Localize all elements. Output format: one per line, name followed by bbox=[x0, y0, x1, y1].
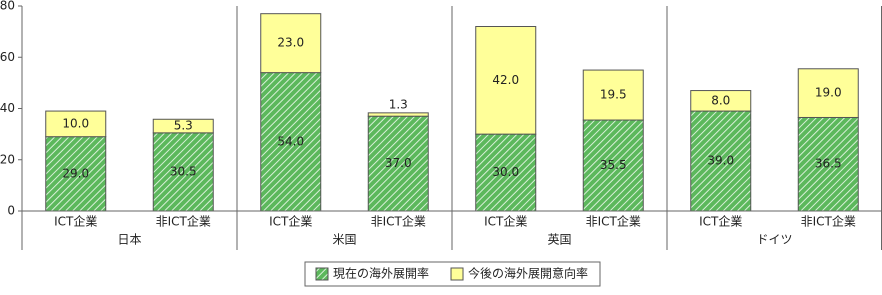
legend-label: 今後の海外展開意向率 bbox=[468, 266, 588, 281]
x-tick-label: 非ICT企業 bbox=[801, 214, 856, 229]
legend-swatch bbox=[315, 267, 329, 281]
data-label: 5.3 bbox=[174, 119, 193, 133]
data-label: 35.5 bbox=[600, 158, 627, 172]
data-label: 19.0 bbox=[815, 86, 842, 100]
data-label: 19.5 bbox=[600, 88, 627, 102]
bar-segment bbox=[260, 13, 322, 74]
legend-swatch bbox=[450, 267, 464, 281]
data-label: 29.0 bbox=[62, 166, 89, 180]
bar-segment bbox=[690, 110, 752, 212]
y-tick-label: 80 bbox=[0, 0, 15, 13]
data-label: 8.0 bbox=[711, 93, 730, 107]
group-label: 米国 bbox=[332, 233, 356, 247]
y-tick-label: 0 bbox=[7, 204, 15, 218]
bar-segment bbox=[152, 118, 214, 134]
data-label: 36.5 bbox=[815, 157, 842, 171]
bar-segment bbox=[690, 90, 752, 112]
data-label: 54.0 bbox=[277, 134, 304, 148]
bar-segment bbox=[45, 110, 107, 138]
data-label: 37.0 bbox=[385, 156, 412, 170]
y-tick-label: 40 bbox=[0, 101, 15, 115]
y-tick-label: 60 bbox=[0, 50, 15, 64]
x-tick-label: 非ICT企業 bbox=[586, 214, 641, 229]
group-label: ドイツ bbox=[756, 233, 792, 247]
x-tick-label: ICT企業 bbox=[54, 214, 97, 229]
bar-segment bbox=[45, 136, 107, 212]
y-tick-label: 20 bbox=[0, 152, 15, 166]
data-label: 1.3 bbox=[389, 97, 408, 111]
data-label: 30.0 bbox=[492, 165, 519, 179]
bar-segment bbox=[797, 116, 859, 212]
data-label: 42.0 bbox=[492, 73, 519, 87]
data-label: 10.0 bbox=[62, 116, 89, 130]
x-tick-label: ICT企業 bbox=[484, 214, 527, 229]
group-label: 日本 bbox=[117, 233, 141, 247]
data-label: 30.5 bbox=[170, 164, 197, 178]
x-tick-label: ICT企業 bbox=[699, 214, 742, 229]
bar-segment bbox=[475, 26, 537, 135]
bar-segment bbox=[582, 69, 644, 121]
legend-label: 現在の海外展開率 bbox=[333, 266, 429, 281]
bar-segment bbox=[797, 68, 859, 118]
x-tick-label: ICT企業 bbox=[269, 214, 312, 229]
data-label: 23.0 bbox=[277, 36, 304, 50]
x-tick-label: 非ICT企業 bbox=[371, 214, 426, 229]
bar-segment bbox=[260, 72, 322, 212]
x-tick-label: 非ICT企業 bbox=[156, 214, 211, 229]
bar-segment bbox=[367, 112, 429, 117]
group-label: 英国 bbox=[547, 233, 571, 247]
data-label: 39.0 bbox=[707, 154, 734, 168]
